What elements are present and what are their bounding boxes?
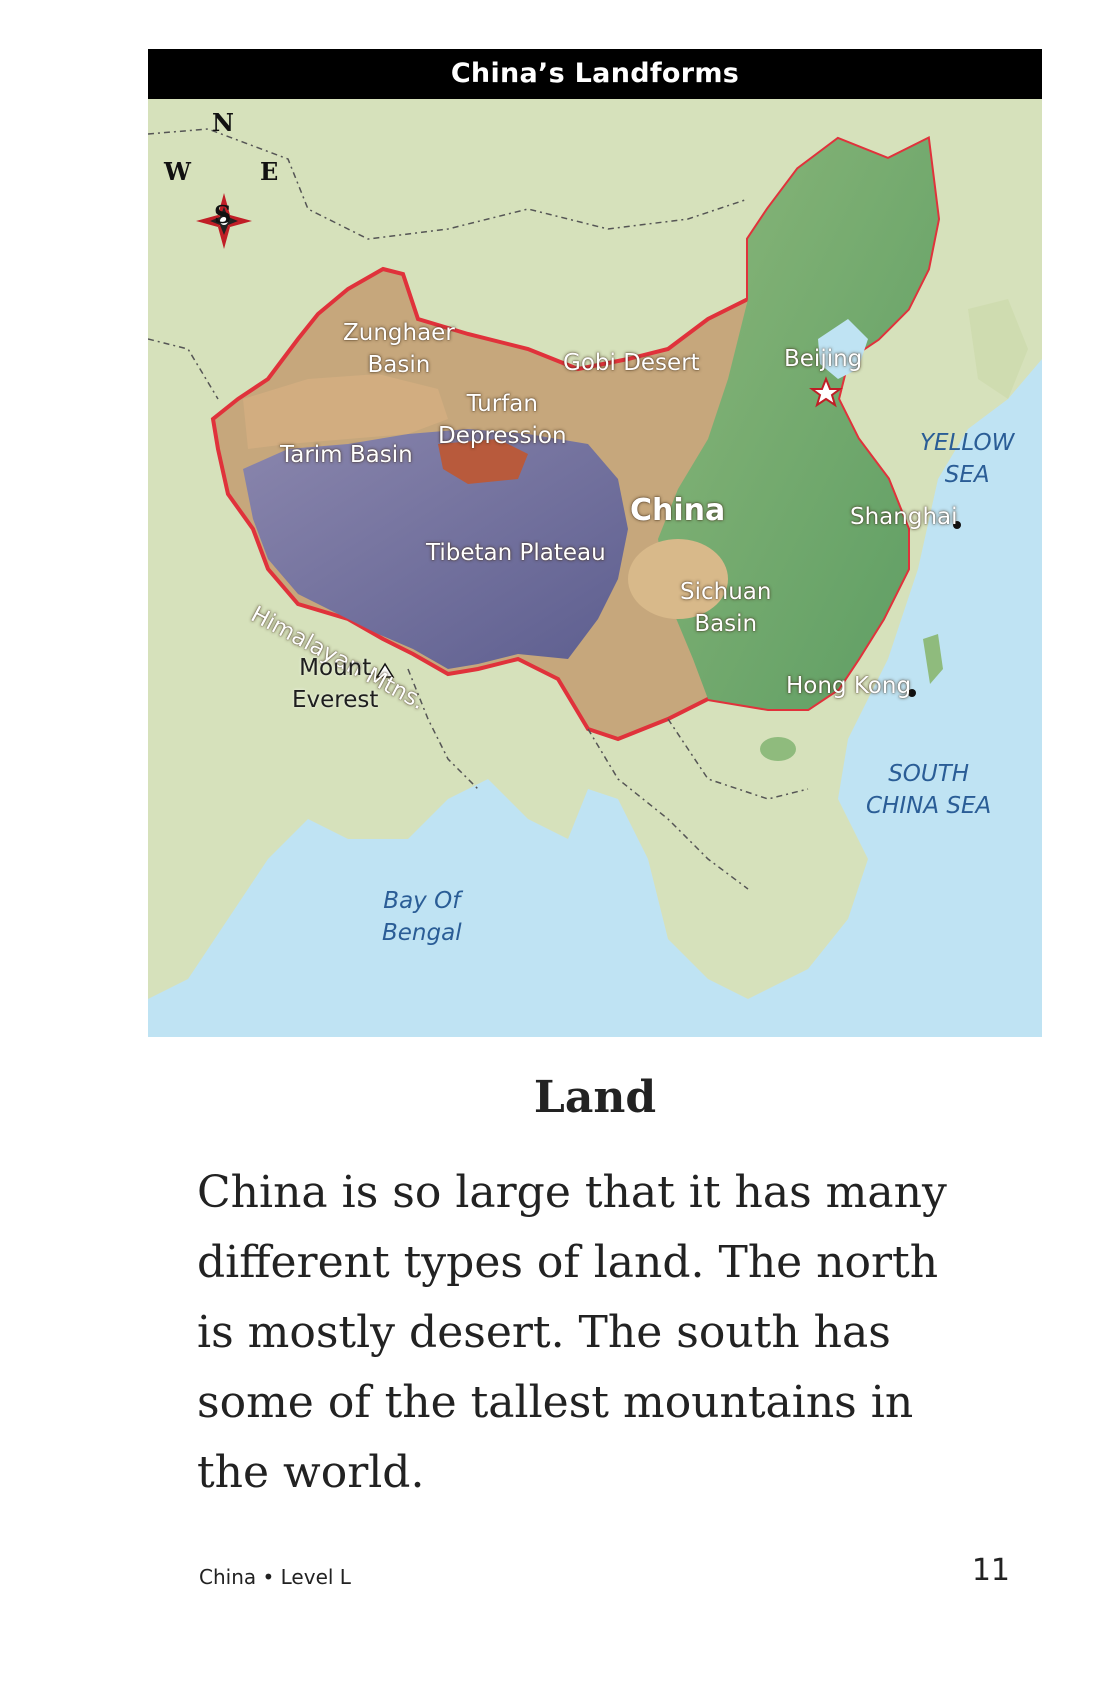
body-paragraph: China is so large that it has many diffe…: [197, 1167, 947, 1498]
qaidam-basin: [438, 439, 528, 484]
everest-marker: [375, 662, 395, 678]
label-bay-of-bengal: Bay Of Bengal: [382, 888, 462, 946]
landforms-map: China’s Landforms: [148, 49, 1042, 1037]
sichuan-basin: [628, 539, 728, 619]
shanghai-dot: [953, 521, 961, 529]
label-beijing: Beijing: [784, 346, 863, 372]
section-title: Land: [533, 1072, 657, 1123]
compass-east: E: [260, 157, 279, 186]
beijing-star: [809, 376, 843, 408]
label-zunghaer-basin: Zunghaer Basin: [343, 320, 455, 378]
map-title: China’s Landforms: [148, 49, 1042, 99]
footer-book-title: China • Level L: [199, 1565, 351, 1589]
label-shanghai: Shanghai: [850, 504, 958, 530]
label-tibetan-plateau: Tibetan Plateau: [426, 540, 606, 566]
eastern-lowlands: [658, 139, 938, 709]
map-image: [148, 99, 1042, 1037]
label-hong-kong: Hong Kong: [786, 673, 912, 699]
bohai-bay: [818, 319, 868, 379]
country-borders: [148, 128, 809, 890]
taiwan-island: [923, 634, 943, 684]
korea-land: [968, 299, 1028, 399]
compass-rose: [196, 193, 252, 249]
tarim-basin: [243, 374, 448, 449]
label-sichuan-basin: Sichuan Basin: [680, 579, 772, 637]
hainan-island: [760, 737, 796, 761]
label-gobi-desert: Gobi Desert: [563, 350, 700, 376]
label-china: China: [630, 493, 726, 528]
label-mount-everest: Mount Everest: [292, 655, 379, 713]
compass-west: W: [164, 157, 191, 186]
page-number: 11: [971, 1553, 1010, 1588]
hongkong-dot: [908, 689, 916, 697]
compass-north: N: [212, 108, 234, 137]
label-yellow-sea: YELLOW SEA: [920, 430, 1015, 488]
compass-south: S: [214, 200, 232, 229]
label-turfan-depression: Turfan Depression: [438, 391, 567, 449]
label-tarim-basin: Tarim Basin: [280, 442, 413, 468]
label-south-china-sea: SOUTH CHINA SEA: [866, 761, 992, 819]
tibetan-plateau: [243, 429, 628, 669]
